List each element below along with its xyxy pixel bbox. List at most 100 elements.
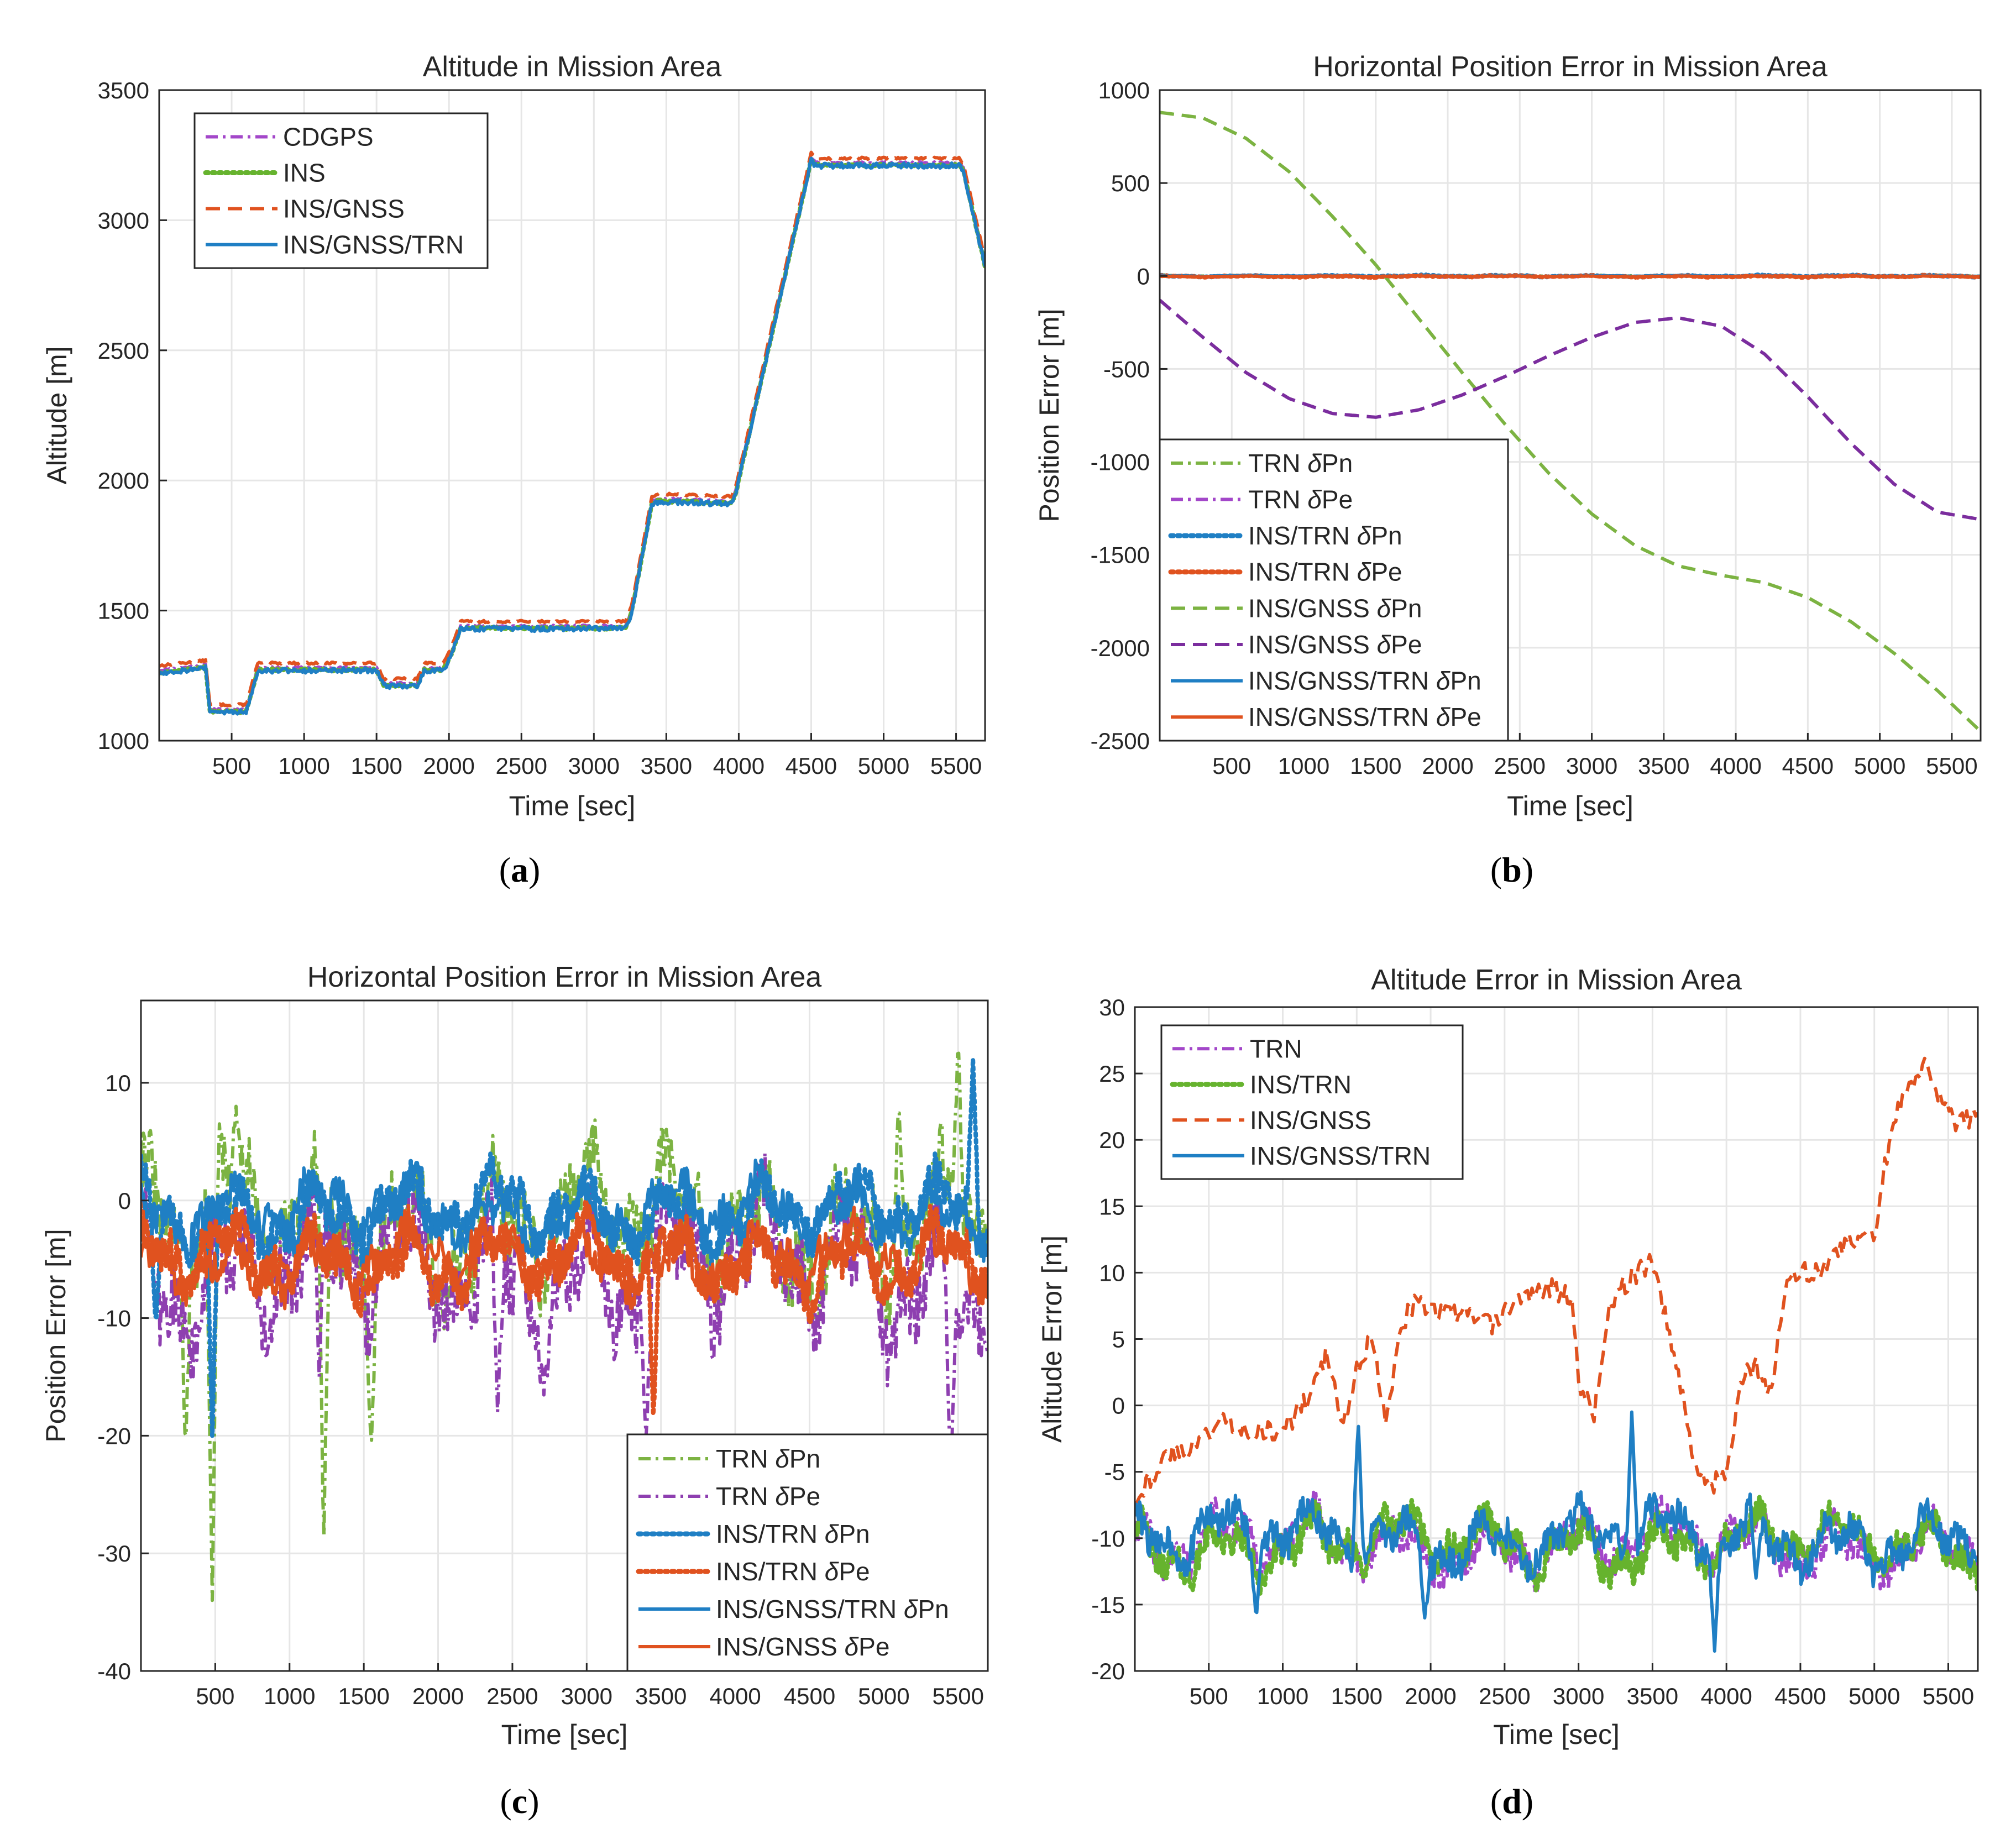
legend-series-name: TRN (1250, 1034, 1302, 1063)
series-line-ins-gnss-trn-pn (141, 1159, 988, 1263)
y-tick-label: 1500 (98, 598, 149, 624)
legend-delta: δ (818, 1557, 839, 1586)
legend-label: TRN δPn (1248, 449, 1353, 478)
legend-delta: δ (768, 1444, 790, 1473)
y-tick-label: 10 (1099, 1260, 1125, 1286)
x-tick-label: 1500 (350, 753, 402, 779)
series-line-ins-gnss (1135, 1056, 1978, 1505)
y-tick-label: -30 (97, 1541, 131, 1566)
legend-series-name: INS/GNSS (716, 1632, 837, 1661)
y-tick-label: -1000 (1091, 449, 1150, 475)
series-line-ins-gnss-pe (141, 1203, 988, 1311)
panel-label-c: (c) (500, 1782, 539, 1821)
legend-label: INS/TRN δPe (716, 1557, 870, 1586)
legend-series-name: TRN (716, 1444, 768, 1473)
legend-delta: δ (768, 1482, 790, 1511)
x-axis-label: Time [sec] (1493, 1719, 1620, 1750)
x-tick-label: 2500 (486, 1683, 538, 1709)
legend-label: TRN δPe (716, 1482, 820, 1511)
y-tick-label: 30 (1099, 994, 1125, 1020)
x-axis-label: Time [sec] (501, 1719, 628, 1750)
y-tick-label: 2000 (98, 468, 149, 494)
x-tick-label: 1500 (1350, 753, 1401, 779)
x-tick-label: 4000 (713, 753, 764, 779)
axes-frame (158, 89, 986, 742)
y-tick-label: -10 (97, 1306, 131, 1332)
legend-series-sub: Pe (839, 1557, 870, 1586)
y-tick-label: 1000 (98, 728, 149, 754)
legend-series-sub: Pe (789, 1482, 820, 1511)
x-tick-label: 3000 (561, 1683, 612, 1709)
legend-series-sub: Pn (1451, 667, 1481, 695)
legend-label: INS/TRN δPn (716, 1520, 870, 1548)
legend-series-name: INS/GNSS/TRN (1248, 703, 1429, 731)
chart-title: Horizontal Position Error in Mission Are… (307, 961, 822, 993)
x-tick-label: 3500 (1638, 753, 1689, 779)
x-tick-label: 4000 (709, 1683, 761, 1709)
y-tick-label: 5 (1112, 1327, 1125, 1353)
x-tick-label: 3000 (1566, 753, 1617, 779)
x-tick-label: 2000 (1422, 753, 1473, 779)
x-tick-label: 4500 (1782, 753, 1834, 779)
x-tick-label: 1000 (264, 1683, 315, 1709)
legend-label: INS/GNSS (283, 195, 405, 223)
legend-series-name: INS/TRN (716, 1520, 818, 1548)
y-tick-label: 2500 (98, 338, 149, 364)
axes-frame (1159, 89, 1982, 742)
legend-series-name: INS/GNSS (1250, 1106, 1371, 1134)
x-tick-label: 5500 (930, 753, 982, 779)
x-tick-label: 3500 (1627, 1683, 1678, 1709)
legend-series-name: INS/GNSS (283, 195, 405, 223)
y-axis-label: Position Error [m] (40, 1229, 71, 1442)
ticks: 500 1000 1500 2000 2500 3000 3500 4000 4500 5000 5… (97, 1070, 984, 1709)
y-tick-label: 25 (1099, 1061, 1125, 1087)
x-tick-label: 5000 (1849, 1683, 1900, 1709)
legend-series-sub: Pe (1322, 485, 1353, 514)
legend: CDGPS INS INS/GNSS INS/GNSS/TRN (193, 112, 489, 269)
legend-series-sub: Pe (1451, 703, 1481, 731)
legend-delta: δ (1301, 449, 1322, 478)
x-tick-label: 3500 (635, 1683, 687, 1709)
x-tick-label: 2000 (1405, 1683, 1456, 1709)
series-group (159, 150, 985, 716)
legend-series-name: INS/GNSS/TRN (1250, 1141, 1431, 1170)
series-line-ins-gnss-pn (1160, 111, 1981, 733)
y-tick-label: -2500 (1091, 728, 1150, 754)
x-axis-label: Time [sec] (509, 790, 636, 821)
legend-series-sub: Pn (1322, 449, 1353, 478)
chart-title: Horizontal Position Error in Mission Are… (1313, 51, 1828, 83)
series-group (1160, 111, 1981, 733)
x-tick-label: 2500 (1479, 1683, 1530, 1709)
y-axis-label: Altitude [m] (41, 346, 72, 484)
legend-label: INS/GNSS/TRN δPe (1248, 703, 1481, 731)
x-tick-label: 4500 (784, 1683, 835, 1709)
y-tick-label: 3000 (98, 207, 149, 233)
ticks: 500 1000 1500 2000 2500 3000 3500 4000 4500 5000 5… (98, 77, 982, 779)
legend-series-name: CDGPS (283, 123, 374, 151)
y-tick-label: -40 (97, 1658, 131, 1684)
legend-series-name: INS/GNSS/TRN (716, 1595, 897, 1623)
x-tick-label: 2500 (1494, 753, 1546, 779)
x-tick-label: 500 (196, 1683, 234, 1709)
panel-a: 500 1000 1500 2000 2500 3000 3500 4000 4500 5000 5… (41, 51, 986, 821)
x-tick-label: 4500 (1774, 1683, 1826, 1709)
x-tick-label: 5500 (1923, 1683, 1974, 1709)
legend-delta: δ (1429, 703, 1451, 731)
legend-label: INS/GNSS/TRN (283, 230, 464, 259)
x-tick-label: 1000 (1278, 753, 1329, 779)
legend-box (1159, 438, 1509, 742)
y-tick-label: 500 (1111, 170, 1150, 196)
legend-label: CDGPS (283, 123, 374, 151)
legend-series-name: INS/TRN (1248, 521, 1350, 550)
x-axis-label: Time [sec] (1507, 790, 1633, 821)
y-tick-label: -15 (1091, 1592, 1125, 1618)
x-tick-label: 5000 (858, 753, 909, 779)
x-tick-label: 3000 (568, 753, 620, 779)
y-tick-label: 0 (118, 1188, 131, 1214)
legend-label: TRN (1250, 1034, 1302, 1063)
x-tick-label: 3500 (641, 753, 692, 779)
legend-label: INS/TRN δPe (1248, 558, 1402, 586)
legend-label: INS/GNSS (1250, 1106, 1371, 1134)
